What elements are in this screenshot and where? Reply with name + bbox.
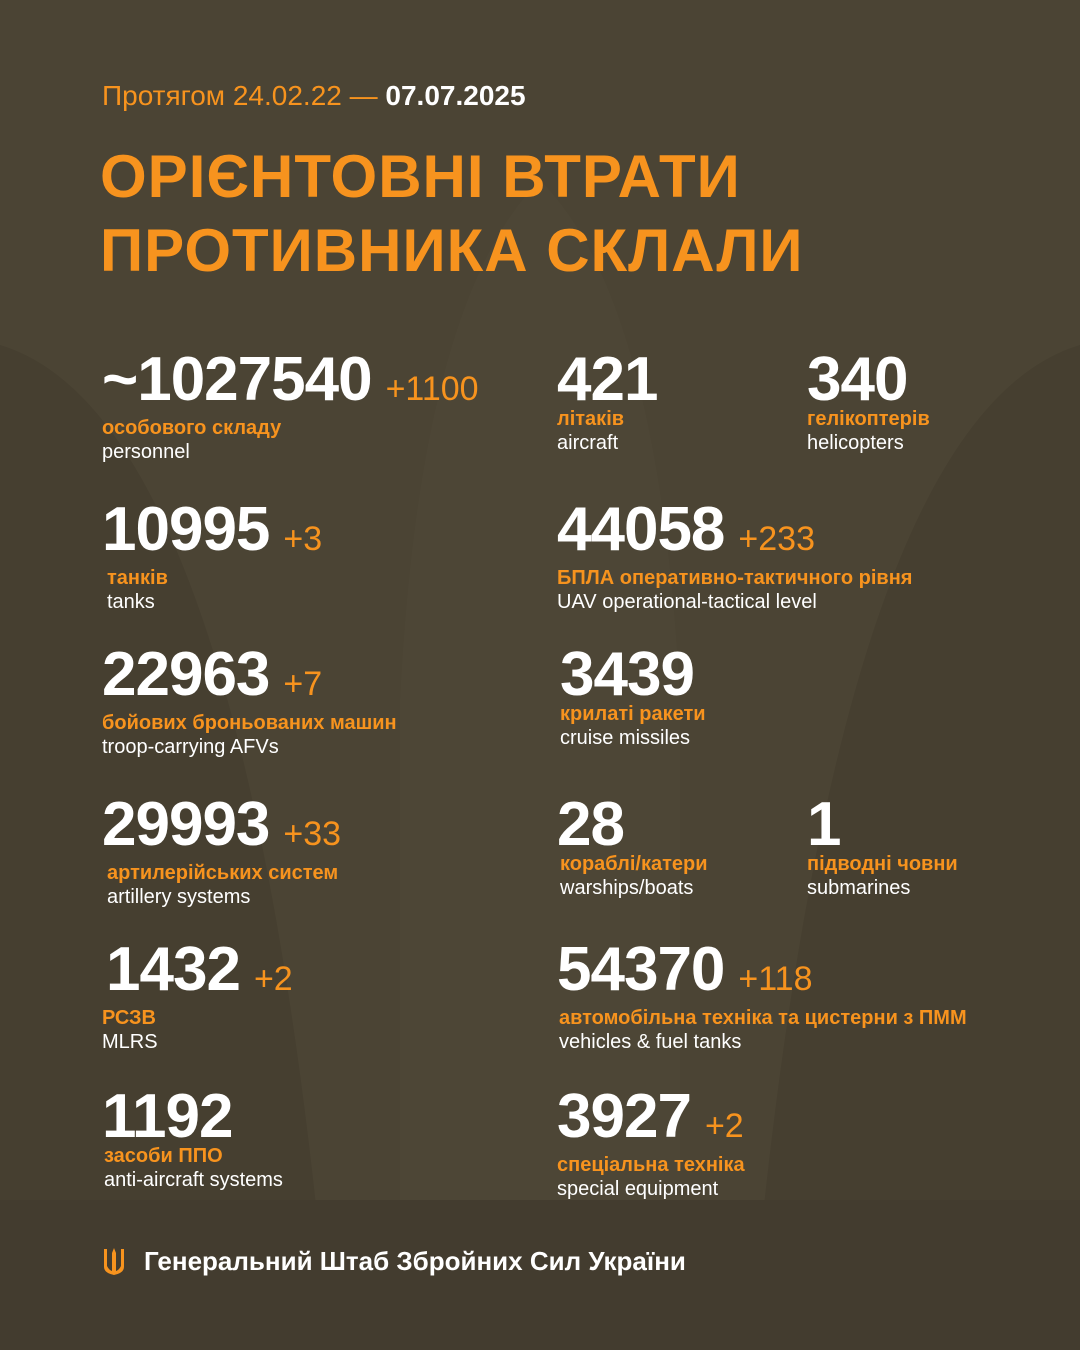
stat-delta: +118 <box>738 960 813 998</box>
stat-label-en: MLRS <box>102 1031 158 1053</box>
stat-label-ua: крилаті ракети <box>560 703 706 725</box>
stat-label-en: anti-aircraft systems <box>104 1169 283 1191</box>
value-text: ~1027540 <box>102 345 373 414</box>
value-text: 1192 <box>102 1082 234 1151</box>
stat-cruise-missiles: 3439 крилаті ракети cruise missiles <box>560 644 706 751</box>
stat-label-ua: літаків <box>557 408 625 430</box>
stat-label-ua: БПЛА оперативно-тактичного рівня <box>557 567 913 589</box>
stat-label-en: UAV operational-tactical level <box>557 591 817 613</box>
stat-delta: +7 <box>283 665 323 703</box>
stat-label-en: special equipment <box>557 1178 719 1200</box>
value-text: 28 <box>557 790 625 859</box>
stat-value: 3927 +2 <box>557 1086 745 1154</box>
stat-uav: 44058 +233 БПЛА оперативно-тактичного рів… <box>557 499 913 615</box>
stat-label-ua: РСЗВ <box>102 1007 156 1029</box>
stat-value: 1432 +2 <box>106 939 293 1007</box>
stat-delta: +2 <box>253 960 293 998</box>
stat-tanks: 10995 +3 танків tanks <box>102 499 323 615</box>
stat-label-en: artillery systems <box>107 886 251 908</box>
value-text: 22963 <box>102 640 270 709</box>
trident-icon <box>104 1247 124 1275</box>
stat-label-ua: особового складу <box>102 417 282 439</box>
stat-value: 421 <box>557 349 658 411</box>
stat-value: 3439 <box>560 644 706 706</box>
stat-afv: 22963 +7 бойових броньованих машин troop-… <box>102 644 397 760</box>
stat-submarines: 1 підводні човни submarines <box>807 794 958 901</box>
stat-label-ua: бойових броньованих машин <box>102 712 397 734</box>
stat-label-ua: спеціальна техніка <box>557 1154 745 1176</box>
stat-value: 1 <box>807 794 958 856</box>
value-text: 1432 <box>106 935 241 1004</box>
stat-aircraft: 421 літаків aircraft <box>557 349 658 456</box>
stat-label-en: helicopters <box>807 432 904 454</box>
stat-helicopters: 340 гелікоптерів helicopters <box>807 349 930 456</box>
stat-special-equipment: 3927 +2 спеціальна техніка special equipm… <box>557 1086 745 1202</box>
stat-label-ua: засоби ППО <box>104 1145 223 1167</box>
footer: Генеральний Штаб Збройних Сил України <box>102 1246 686 1277</box>
stat-value: 22963 +7 <box>102 644 397 712</box>
value-text: 3927 <box>557 1082 692 1151</box>
stat-value: 340 <box>807 349 930 411</box>
value-text: 3439 <box>560 640 695 709</box>
stat-artillery: 29993 +33 артилерійських систем artillery… <box>102 794 342 910</box>
value-text: 340 <box>807 345 908 414</box>
stat-value: 44058 +233 <box>557 499 912 567</box>
stat-vehicles: 54370 +118 автомобільна техніка та цистер… <box>557 939 967 1055</box>
stat-label-en: tanks <box>107 591 155 613</box>
stat-label-en: aircraft <box>557 432 619 454</box>
stat-value: 10995 +3 <box>102 499 323 567</box>
stat-label-ua: кораблі/катери <box>560 853 708 875</box>
stat-label-ua: артилерійських систем <box>107 862 339 884</box>
stat-value: 54370 +118 <box>557 939 967 1007</box>
stat-value: 29993 +33 <box>102 794 342 862</box>
footer-text: Генеральний Штаб Збройних Сил України <box>144 1246 686 1276</box>
stat-delta: +2 <box>704 1107 744 1145</box>
stat-label-en: vehicles & fuel tanks <box>559 1031 742 1053</box>
stat-label-en: warships/boats <box>560 877 694 899</box>
stat-label-en: personnel <box>102 441 190 463</box>
stat-label-ua: підводні човни <box>807 853 958 875</box>
stat-delta: +233 <box>738 520 816 558</box>
period-header: Протягом 24.02.22 — 07.07.2025 <box>102 80 526 112</box>
period-date: 07.07.2025 <box>385 80 526 111</box>
stat-delta: +3 <box>283 520 323 558</box>
stat-label-en: cruise missiles <box>560 727 691 749</box>
value-text: 1 <box>807 790 841 859</box>
title-line-1: ОРІЄНТОВНІ ВТРАТИ <box>100 143 741 210</box>
value-text: 29993 <box>102 790 270 859</box>
stat-value: ~1027540 +1100 <box>102 349 479 417</box>
stat-mlrs: 1432 +2 РСЗВ MLRS <box>102 939 293 1055</box>
stat-label-ua: автомобільна техніка та цистерни з ПММ <box>559 1007 967 1029</box>
stat-label-en: troop-carrying AFVs <box>102 736 279 758</box>
stat-delta: +1100 <box>385 370 479 408</box>
stat-personnel: ~1027540 +1100 особового складу personnel <box>102 349 479 465</box>
value-text: 44058 <box>557 495 725 564</box>
page-title: ОРІЄНТОВНІ ВТРАТИ ПРОТИВНИКА СКЛАЛИ <box>100 140 804 288</box>
stat-label-ua: гелікоптерів <box>807 408 930 430</box>
stat-value: 28 <box>557 794 708 856</box>
value-text: 10995 <box>102 495 270 564</box>
stat-label-ua: танків <box>107 567 168 589</box>
title-line-2: ПРОТИВНИКА СКЛАЛИ <box>100 217 804 284</box>
stat-warships: 28 кораблі/катери warships/boats <box>557 794 708 901</box>
stat-label-en: submarines <box>807 877 911 899</box>
stat-value: 1192 <box>102 1086 283 1148</box>
stat-anti-aircraft: 1192 засоби ППО anti-aircraft systems <box>102 1086 283 1193</box>
value-text: 421 <box>557 345 658 414</box>
period-prefix: Протягом 24.02.22 — <box>102 80 378 111</box>
stat-delta: +33 <box>283 815 342 853</box>
value-text: 54370 <box>557 935 725 1004</box>
